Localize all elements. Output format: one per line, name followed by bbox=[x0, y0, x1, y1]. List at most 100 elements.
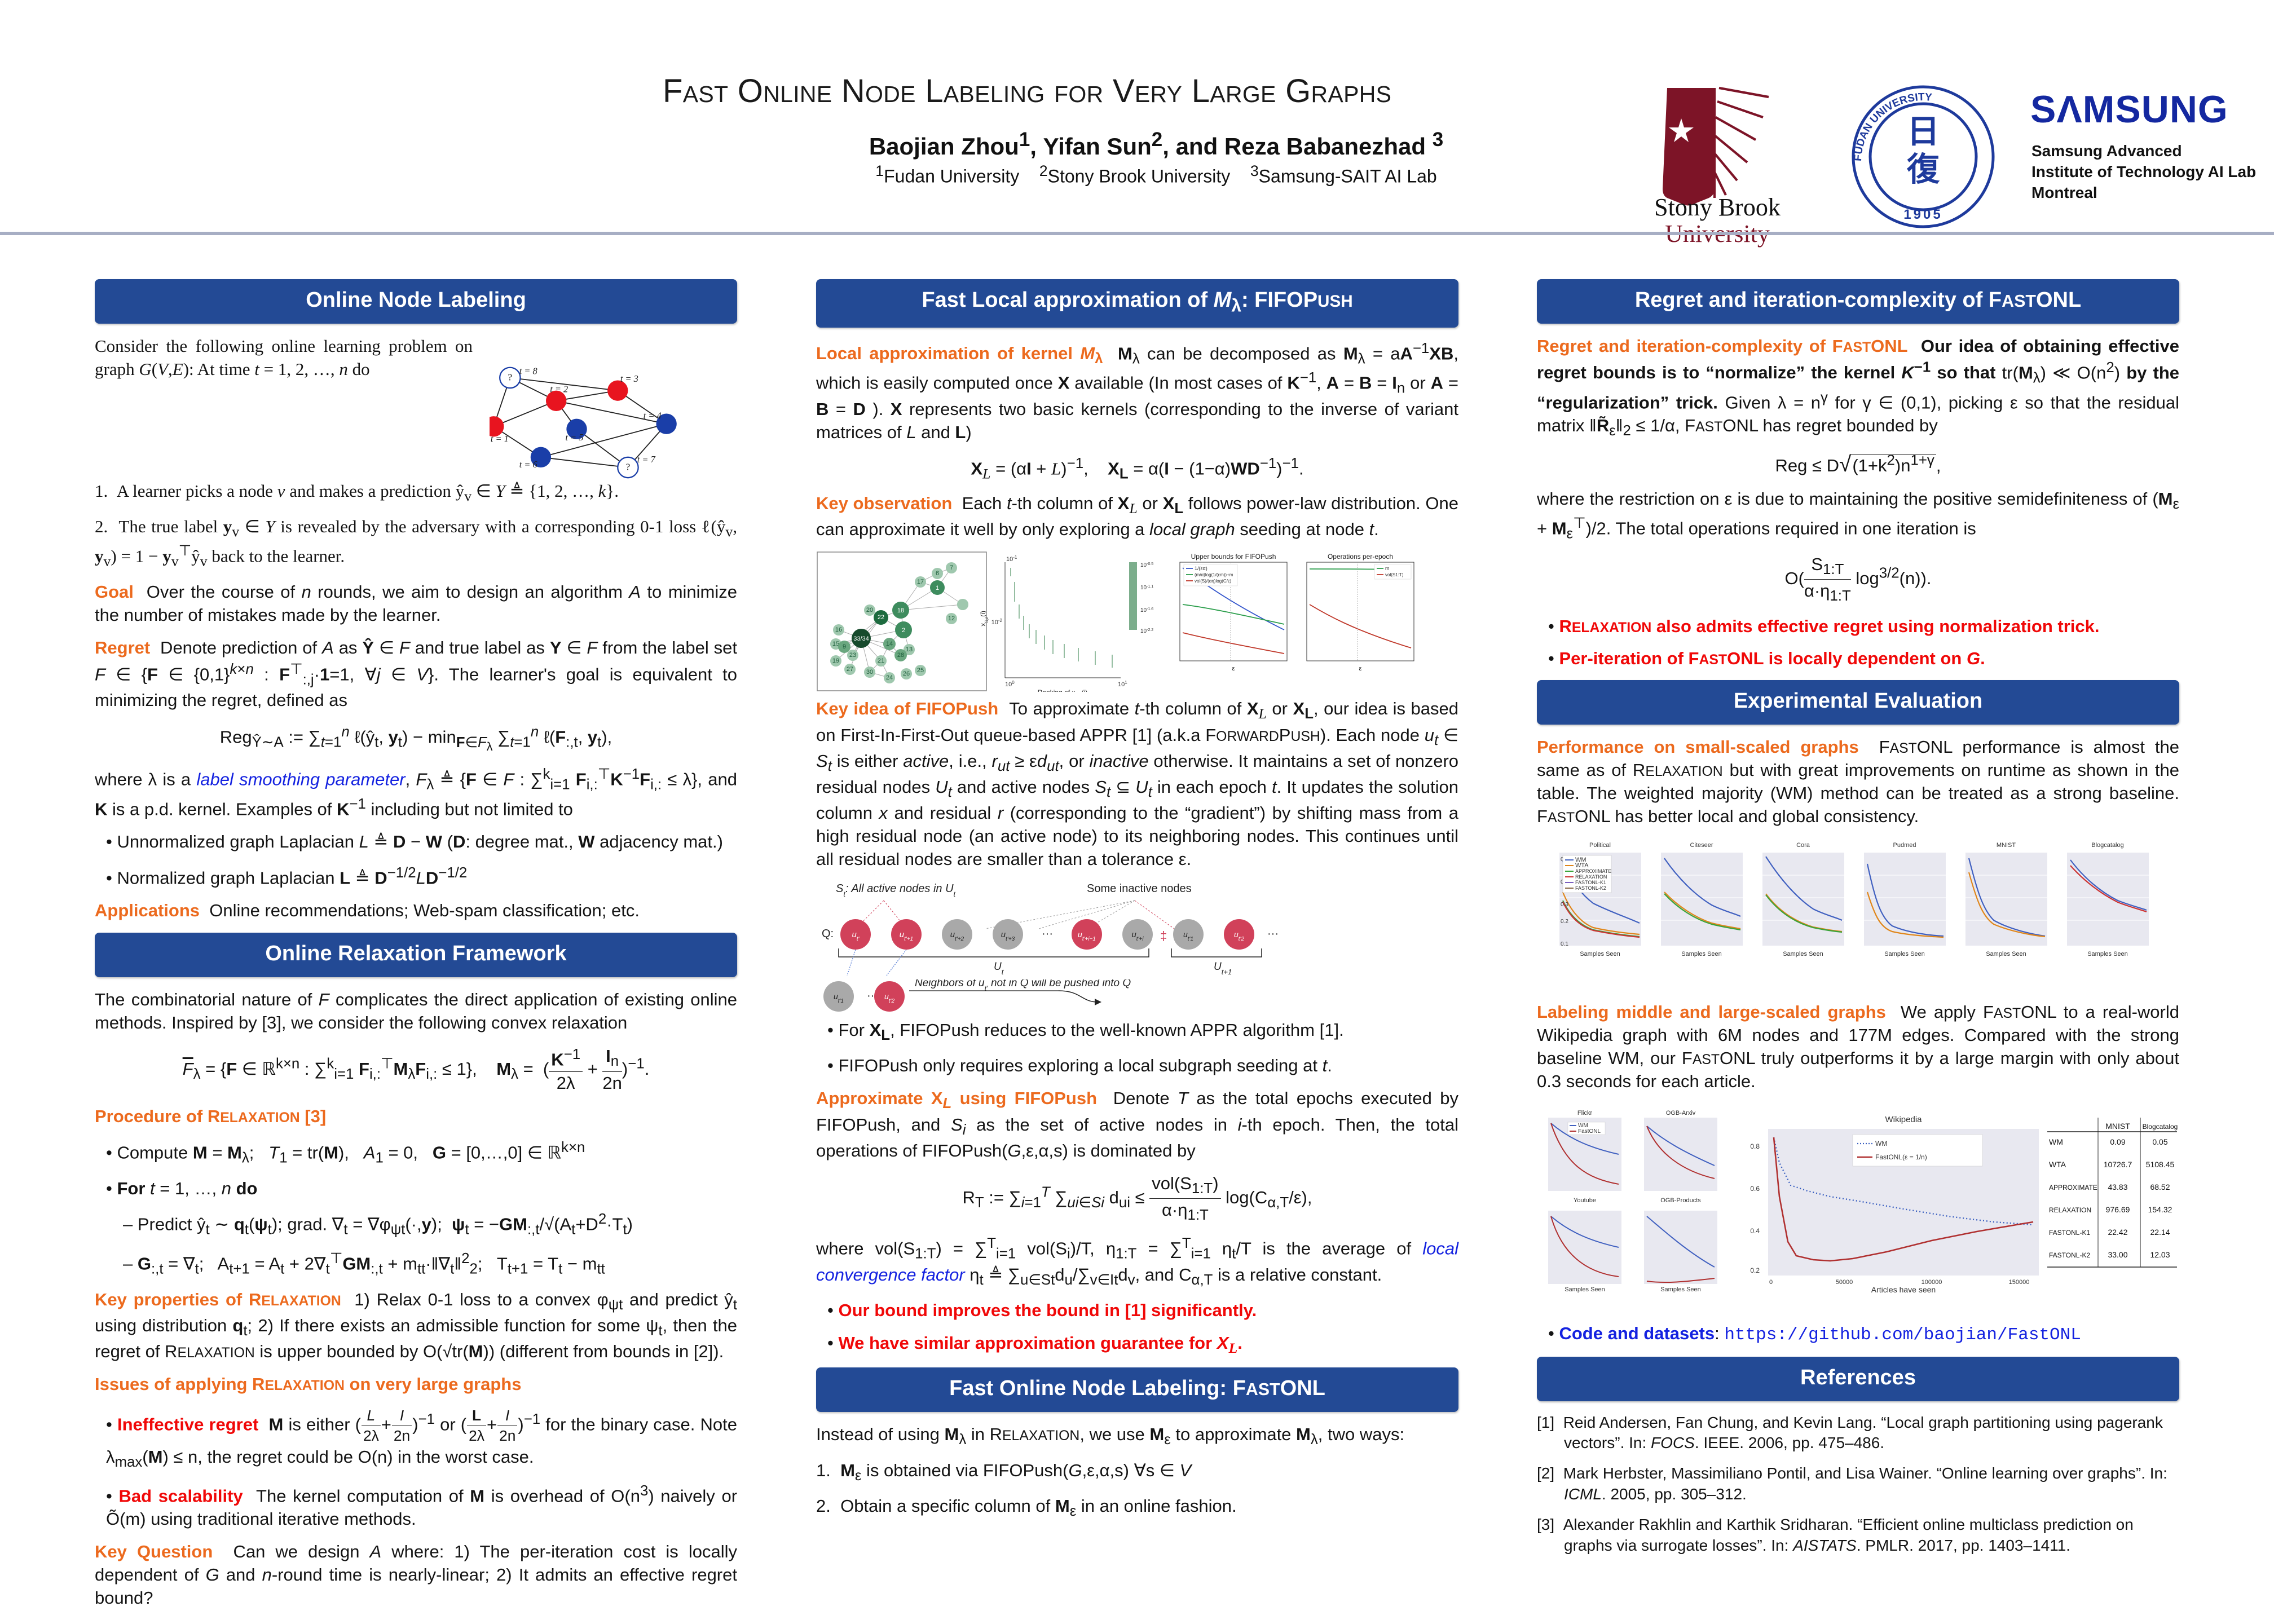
svg-text:Some inactive nodes: Some inactive nodes bbox=[1087, 882, 1192, 895]
svg-text:7: 7 bbox=[950, 564, 953, 571]
svg-text:OGB-Products: OGB-Products bbox=[1660, 1197, 1701, 1204]
svg-text:100000: 100000 bbox=[1922, 1279, 1942, 1286]
svg-text:Flickr: Flickr bbox=[1577, 1110, 1593, 1116]
svg-text:Samples Seen: Samples Seen bbox=[1580, 951, 1620, 957]
svg-text:OGB-Arxiv: OGB-Arxiv bbox=[1666, 1110, 1696, 1116]
svg-text:Samples Seen: Samples Seen bbox=[1565, 1286, 1605, 1293]
svg-text:Samples Seen: Samples Seen bbox=[1660, 1286, 1701, 1293]
svg-text:30: 30 bbox=[866, 669, 873, 676]
svg-text:Q:: Q: bbox=[822, 928, 834, 940]
svg-text:Cora: Cora bbox=[1796, 842, 1810, 849]
svg-text:5108.45: 5108.45 bbox=[2146, 1160, 2175, 1169]
svg-text:WTA: WTA bbox=[2049, 1160, 2066, 1169]
svg-text:10-1.1: 10-1.1 bbox=[1140, 585, 1153, 592]
svg-text:12.03: 12.03 bbox=[2150, 1250, 2170, 1259]
svg-text:t = 6: t = 6 bbox=[519, 459, 538, 470]
svg-text:21: 21 bbox=[878, 657, 884, 664]
svg-text:xS,ε(i): xS,ε(i) bbox=[979, 611, 989, 626]
svg-text:33/34: 33/34 bbox=[853, 636, 869, 642]
svg-text:t = 3: t = 3 bbox=[620, 373, 638, 384]
svg-text:976.69: 976.69 bbox=[2106, 1205, 2130, 1214]
svg-text:10-1.6: 10-1.6 bbox=[1140, 607, 1153, 614]
svg-text:Pudmed: Pudmed bbox=[1893, 842, 1916, 849]
svg-text:APPROXIMATE: APPROXIMATE bbox=[1575, 868, 1611, 874]
svg-text:Operations per-epoch: Operations per-epoch bbox=[1328, 553, 1393, 561]
svg-text:Citeseer: Citeseer bbox=[1690, 842, 1713, 849]
svg-text:m: m bbox=[1385, 566, 1390, 571]
svg-text:33.00: 33.00 bbox=[2108, 1250, 2127, 1259]
svg-text:t = 2: t = 2 bbox=[550, 383, 568, 394]
svg-text:13: 13 bbox=[906, 646, 913, 653]
svg-text:20: 20 bbox=[866, 607, 873, 614]
svg-text:FASTONL-K1: FASTONL-K1 bbox=[2049, 1229, 2090, 1237]
svg-text:Samples Seen: Samples Seen bbox=[1681, 951, 1722, 957]
svg-text:150000: 150000 bbox=[2009, 1279, 2030, 1286]
svg-text:t = 4: t = 4 bbox=[644, 411, 662, 421]
svg-text:‡: ‡ bbox=[1160, 929, 1167, 943]
svg-text:10-1: 10-1 bbox=[1006, 555, 1017, 563]
svg-text:22.14: 22.14 bbox=[2150, 1228, 2170, 1237]
svg-text:0.2: 0.2 bbox=[1561, 919, 1568, 925]
svg-text:0.09: 0.09 bbox=[2110, 1137, 2125, 1146]
svg-text:Samples Seen: Samples Seen bbox=[1783, 951, 1823, 957]
svg-text:Articles have seen: Articles have seen bbox=[1871, 1285, 1936, 1294]
svg-text:Blogcatalog: Blogcatalog bbox=[2143, 1123, 2178, 1131]
svg-text:APPROXIMATE: APPROXIMATE bbox=[2049, 1184, 2097, 1191]
svg-text:Ranking of xS,ε(i): Ranking of xS,ε(i) bbox=[1038, 689, 1088, 692]
svg-text:26: 26 bbox=[903, 670, 910, 677]
svg-text:FASTONL-K1: FASTONL-K1 bbox=[1575, 880, 1606, 885]
svg-text:t = 8: t = 8 bbox=[519, 366, 537, 377]
svg-text:WM: WM bbox=[2049, 1137, 2063, 1146]
svg-text:12: 12 bbox=[948, 615, 955, 622]
svg-text:28: 28 bbox=[897, 652, 904, 659]
svg-text:(m/α)log(1/(εm))+m: (m/α)log(1/(εm))+m bbox=[1195, 572, 1233, 577]
svg-text:Ut+1: Ut+1 bbox=[1214, 961, 1232, 976]
svg-text:Upper bounds for FIFOPush: Upper bounds for FIFOPush bbox=[1191, 553, 1276, 561]
svg-text:FastONL: FastONL bbox=[1578, 1128, 1601, 1135]
svg-text:27: 27 bbox=[847, 666, 853, 673]
svg-text:22.42: 22.42 bbox=[2108, 1228, 2127, 1237]
svg-text:FastONL(ε = 1/n): FastONL(ε = 1/n) bbox=[1875, 1153, 1927, 1161]
svg-text:···: ··· bbox=[1267, 928, 1279, 940]
svg-text:Political: Political bbox=[1589, 842, 1611, 849]
svg-text:50000: 50000 bbox=[1836, 1279, 1853, 1286]
svg-text:101: 101 bbox=[1118, 680, 1127, 689]
svg-text:Samples Seen: Samples Seen bbox=[1986, 951, 2026, 957]
svg-text:0.8: 0.8 bbox=[1750, 1142, 1760, 1150]
svg-text:154.32: 154.32 bbox=[2148, 1205, 2172, 1214]
svg-text:1905: 1905 bbox=[1903, 207, 1942, 222]
svg-text:0.3: 0.3 bbox=[1561, 902, 1568, 908]
svg-text:vol(S)/(αη)log(C/ε): vol(S)/(αη)log(C/ε) bbox=[1195, 579, 1231, 584]
svg-text:RELAXATION: RELAXATION bbox=[1575, 874, 1607, 880]
svg-text:RELAXATION: RELAXATION bbox=[2049, 1206, 2091, 1214]
svg-text:1: 1 bbox=[936, 585, 939, 592]
svg-text:19: 19 bbox=[832, 657, 839, 664]
svg-text:St: All active nodes in Ut: St: All active nodes in Ut bbox=[836, 882, 957, 898]
svg-text:FASTONL-K2: FASTONL-K2 bbox=[2049, 1251, 2090, 1259]
svg-text:25: 25 bbox=[917, 667, 924, 674]
svg-text:Samples Seen: Samples Seen bbox=[1884, 951, 1925, 957]
svg-text:t = 1: t = 1 bbox=[491, 434, 509, 444]
svg-text:Youtube: Youtube bbox=[1574, 1197, 1596, 1204]
svg-text:0.2: 0.2 bbox=[1750, 1266, 1760, 1274]
svg-text:9: 9 bbox=[843, 643, 846, 650]
svg-text:t = 7: t = 7 bbox=[637, 454, 656, 465]
svg-text:ε: ε bbox=[1359, 665, 1362, 672]
svg-text:Wikipedia: Wikipedia bbox=[1885, 1115, 1922, 1124]
svg-text:68.52: 68.52 bbox=[2150, 1182, 2170, 1191]
svg-text:18: 18 bbox=[897, 607, 904, 614]
svg-text:10726.7: 10726.7 bbox=[2104, 1160, 2132, 1169]
svg-text:10-2: 10-2 bbox=[991, 618, 1003, 626]
svg-text:10-2.2: 10-2.2 bbox=[1140, 628, 1153, 635]
svg-text:FASTONL-K2: FASTONL-K2 bbox=[1575, 885, 1606, 891]
svg-text:10-0.5: 10-0.5 bbox=[1140, 562, 1153, 569]
svg-text:ε: ε bbox=[1232, 665, 1235, 672]
svg-text:24: 24 bbox=[886, 674, 893, 681]
svg-text:復: 復 bbox=[1906, 151, 1940, 188]
svg-text:100: 100 bbox=[1005, 680, 1015, 689]
svg-text:?: ? bbox=[626, 462, 631, 473]
svg-text:vol(S1:T): vol(S1:T) bbox=[1385, 572, 1404, 577]
svg-text:MNIST: MNIST bbox=[1997, 842, 2016, 849]
svg-text:t = 5: t = 5 bbox=[566, 432, 584, 443]
svg-text:0.6: 0.6 bbox=[1750, 1185, 1760, 1193]
